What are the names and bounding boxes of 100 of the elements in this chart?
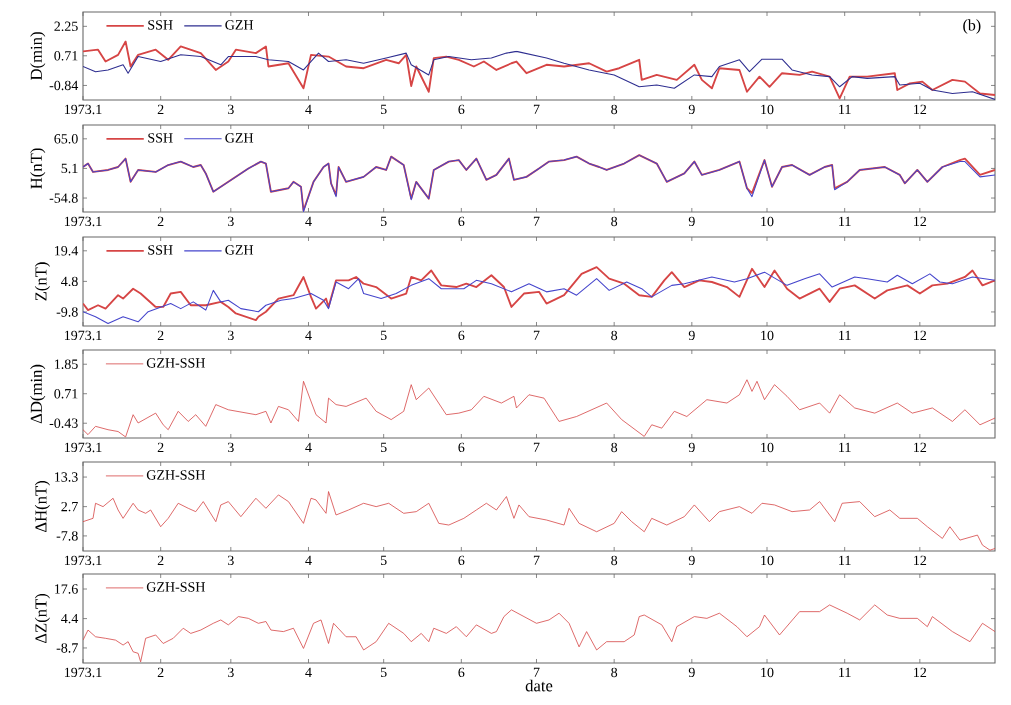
legend-label: GZH-SSH: [146, 582, 206, 592]
x-tick-label: 6: [458, 442, 465, 453]
y-tick-label: -0.84: [49, 80, 79, 91]
x-tick-label: 2: [157, 216, 164, 226]
x-tick-label: 8: [611, 216, 618, 227]
x-tick-label: 5: [380, 216, 387, 227]
y-tick-label: -8.7: [56, 643, 78, 653]
x-tick-label: 9: [688, 104, 695, 115]
line-series: [83, 491, 996, 551]
y-axis-title: ΔZ(nT): [34, 593, 50, 644]
x-tick-label: 1973.1: [64, 667, 102, 678]
x-tick-label: 7: [533, 216, 540, 226]
x-tick-label: 11: [839, 555, 851, 565]
x-tick-label: 6: [458, 216, 465, 227]
x-tick-label: 1973.1: [64, 104, 102, 115]
x-tick-label: 10: [761, 555, 774, 566]
x-tick-label: 9: [688, 330, 695, 341]
y-tick-label: 0.71: [54, 51, 78, 61]
x-tick-label: 10: [761, 104, 774, 115]
x-tick-label: 2: [157, 442, 164, 452]
x-tick-label: 12: [914, 442, 927, 452]
x-tick-label: 11: [839, 330, 851, 340]
x-tick-label: 12: [914, 667, 927, 677]
x-tick-label: 1973.1: [64, 555, 102, 566]
x-tick-label: 4: [305, 104, 312, 114]
y-tick-label: -0.43: [49, 418, 78, 428]
x-tick-label: 10: [761, 442, 774, 453]
x-tick-label: 9: [688, 442, 695, 453]
legend-label: GZH: [225, 245, 254, 255]
x-tick-label: 7: [533, 555, 540, 565]
legend-label: GZH-SSH: [146, 358, 206, 368]
legend-label: GZH: [225, 133, 254, 143]
x-tick-label: 6: [458, 667, 465, 678]
line-series: [83, 40, 995, 100]
y-tick-label: 1.85: [55, 359, 78, 369]
y-axis-title: D(min): [30, 32, 46, 81]
x-tick-label: 9: [688, 216, 695, 227]
x-tick-label: 5: [380, 330, 387, 341]
x-tick-label: 12: [914, 216, 927, 226]
legend-label: GZH: [225, 20, 254, 30]
x-tick-label: 6: [458, 555, 465, 566]
x-tick-label: 4: [305, 442, 312, 452]
x-tick-label: 7: [533, 667, 540, 677]
x-tick-label: 3: [228, 442, 234, 453]
x-tick-label: 3: [228, 330, 234, 341]
x-tick-label: 5: [380, 104, 387, 115]
x-axis-title: date: [525, 679, 553, 692]
x-tick-label: 4: [305, 216, 312, 226]
x-tick-label: 3: [228, 555, 234, 566]
y-tick-label: 19.4: [55, 246, 79, 256]
x-tick-label: 2: [157, 104, 164, 114]
x-tick-label: 5: [380, 667, 387, 678]
y-tick-label: 2.7: [61, 501, 78, 512]
x-tick-label: 6: [458, 330, 465, 341]
x-tick-label: 11: [839, 667, 851, 677]
x-tick-label: 4: [305, 330, 312, 340]
x-tick-label: 5: [380, 555, 387, 566]
x-tick-label: 1973.1: [64, 330, 102, 341]
y-tick-label: 4.4: [61, 613, 79, 624]
line-series: [83, 154, 995, 212]
x-tick-label: 12: [914, 330, 927, 340]
y-axis-title: H(nT): [30, 148, 46, 189]
x-tick-label: 1973.1: [64, 442, 102, 453]
legend-label: SSH: [148, 133, 173, 143]
y-axis-title: ΔH(nT): [34, 481, 50, 533]
x-tick-label: 7: [533, 330, 540, 340]
x-tick-label: 4: [305, 667, 312, 677]
legend-label: SSH: [148, 20, 173, 30]
y-tick-label: 4.8: [61, 276, 78, 287]
x-tick-label: 7: [533, 442, 540, 452]
x-tick-label: 6: [458, 104, 465, 115]
y-tick-label: 65.0: [54, 134, 78, 144]
line-series: [83, 50, 995, 100]
y-tick-label: 2.25: [54, 21, 78, 32]
x-tick-label: 3: [228, 104, 234, 115]
x-tick-label: 9: [688, 667, 695, 678]
y-axis-title: Z(nT): [34, 262, 50, 301]
x-tick-label: 12: [914, 104, 927, 114]
y-tick-label: 5.1: [61, 163, 78, 174]
x-tick-label: 2: [157, 667, 164, 677]
x-tick-label: 5: [380, 442, 387, 453]
x-tick-label: 8: [611, 330, 618, 341]
x-tick-label: 10: [761, 330, 774, 341]
legend-label: SSH: [148, 245, 173, 255]
x-tick-label: 3: [228, 216, 234, 227]
y-tick-label: -54.8: [49, 193, 78, 203]
x-tick-label: 3: [228, 667, 234, 678]
x-tick-label: 8: [611, 442, 618, 453]
x-tick-label: 11: [839, 216, 851, 226]
x-tick-label: 12: [914, 555, 927, 565]
x-tick-label: 10: [761, 667, 774, 678]
annotation: (b): [963, 19, 981, 34]
x-tick-label: 1973.1: [64, 216, 102, 227]
x-tick-label: 7: [533, 104, 540, 114]
x-tick-label: 2: [157, 330, 164, 340]
y-tick-label: 0.71: [54, 388, 78, 399]
line-series: [83, 379, 995, 438]
x-tick-label: 8: [611, 555, 618, 566]
y-tick-label: -9.8: [56, 307, 78, 317]
legend-label: GZH-SSH: [146, 470, 206, 480]
